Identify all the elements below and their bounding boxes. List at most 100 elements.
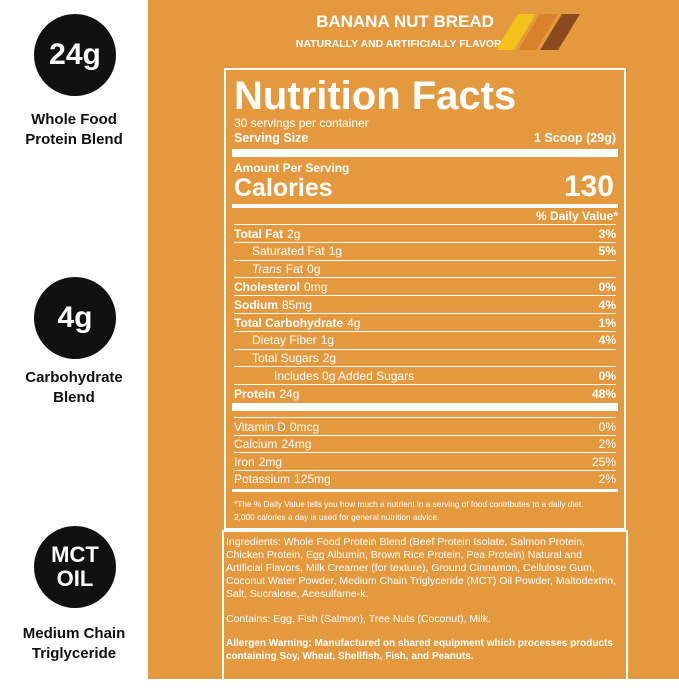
servings: 30 servings per container — [234, 116, 369, 130]
badge-label-line: Protein Blend — [25, 131, 123, 148]
nutrient-row: Potassium 125mg 2% — [234, 469, 616, 488]
nutrient: Includes 0g Added Sugars — [234, 369, 414, 383]
nutrient-amount: 125mg — [294, 472, 331, 486]
daily-value: 0% — [598, 279, 616, 294]
nutrient-amount: 2g — [287, 226, 301, 241]
nutrient-row: Total Carbohydrate 4g 1% — [234, 313, 616, 331]
badge-label-line: Triglyceride — [31, 645, 117, 662]
daily-value: 48% — [591, 386, 616, 401]
nutrient: Total Fat 2g — [234, 227, 300, 241]
badge: 4g — [34, 277, 116, 359]
nutrient: Potassium 125mg — [234, 472, 331, 486]
nutrient-amount: 0mcg — [289, 419, 320, 434]
nutrient: Trans Fat 0g — [234, 262, 321, 276]
nutrient-name: Trans — [252, 262, 282, 277]
serving-size: 1 Scoop (29g) — [534, 131, 616, 145]
rule — [232, 489, 618, 492]
serving-size-label: Serving Size — [234, 131, 309, 145]
dv-header: % Daily Value* — [535, 209, 618, 223]
badge: 24g — [34, 14, 116, 96]
nutrition-facts: Nutrition Facts 30 servings per containe… — [224, 68, 626, 530]
nutrient-amount: 1g — [328, 244, 343, 259]
nutrient-row: Vitamin D 0mcg 0% — [234, 417, 616, 435]
nutrient-name: Potassium — [234, 472, 291, 486]
badge-label: Whole Food Protein Blend — [0, 110, 148, 150]
nutrient: Sodium 85mg — [234, 298, 312, 312]
contains: Contains: Egg, Fish (Salmon), Tree Nuts … — [226, 613, 491, 625]
facts-title: Nutrition Facts — [234, 74, 517, 118]
badge-label-line: Whole Food — [31, 111, 117, 128]
nutrient-row: Iron 2mg 25% — [234, 452, 616, 470]
nutrient: Calcium 24mg — [234, 437, 311, 451]
daily-value: 4% — [598, 297, 616, 312]
flavor-note: NATURALLY AND ARTIFICIALLY FLAVORED — [295, 38, 517, 50]
badge-label-line: Carbohydrate — [25, 369, 123, 386]
nutrient-name: Cholesterol — [234, 279, 301, 294]
footnote-line: *The % Daily Value tells you how much a … — [234, 499, 584, 509]
badge-label-line: Blend — [53, 389, 95, 406]
nutrient-row: Cholesterol 0mg 0% — [234, 277, 616, 295]
daily-value: 3% — [598, 226, 616, 241]
nutrient-name: Protein — [234, 386, 276, 401]
daily-value: 0% — [598, 419, 616, 434]
allergen: Allergen Warning: Manufactured on shared… — [226, 638, 613, 662]
label-panel — [148, 0, 679, 679]
flavor: BANANA NUT BREAD — [316, 12, 494, 31]
nutrient-row: Includes 0g Added Sugars 0% — [234, 366, 616, 384]
nutrient-name: Vitamin D — [234, 419, 286, 434]
nutrient: Dietay Fiber 1g — [234, 333, 334, 347]
calories-label: Calories — [234, 174, 333, 202]
nutrient: Protein 24g — [234, 387, 299, 401]
rule — [232, 403, 618, 411]
nutrient-name: Total Sugars — [252, 351, 319, 366]
nutrient-name: Saturated Fat — [252, 244, 325, 259]
footnote-line: 2,000 calories a day is used for general… — [234, 512, 440, 522]
badge-label: Carbohydrate Blend — [0, 368, 148, 408]
nutrient-name: Calcium — [234, 437, 278, 451]
daily-value: 0% — [598, 368, 616, 383]
nutrient: Total Sugars 2g — [234, 351, 336, 365]
nutrient-row: Sodium 85mg 4% — [234, 295, 616, 313]
nutrient-name: Includes 0g Added Sugars — [274, 368, 415, 383]
ingredients: Ingredients: Whole Food Protein Blend (B… — [226, 536, 616, 600]
nutrient: Cholesterol 0mg — [234, 280, 327, 294]
badge-label: Medium Chain Triglyceride — [0, 624, 148, 664]
nutrient-amount: 2g — [322, 351, 337, 366]
nutrient-row: Saturated Fat 1g 5% — [234, 241, 616, 260]
nutrient: Saturated Fat 1g — [234, 244, 342, 258]
nutrient-name: Sodium — [234, 297, 278, 312]
badge-value: MCT — [51, 542, 99, 567]
daily-value: 1% — [598, 315, 616, 330]
nutrient: Vitamin D 0mcg — [234, 420, 319, 434]
nutrient-name: Fat — [285, 262, 304, 277]
nutrient-amount: 0mg — [304, 279, 328, 294]
nutrient-row: Protein 24g 48% — [234, 384, 616, 402]
nutrient-amount: 4g — [347, 315, 361, 330]
daily-value: 4% — [598, 333, 616, 348]
nutrient-name: Dietay Fiber — [252, 333, 317, 348]
badge-value: 4g — [57, 301, 93, 334]
badge-value: OIL — [56, 566, 94, 591]
nutrient-row: Total Sugars 2g — [234, 348, 616, 367]
daily-value: 25% — [591, 454, 616, 469]
nutrient-amount: 2mg — [258, 454, 283, 469]
daily-value: 2% — [598, 472, 616, 486]
footnote: *The % Daily Value tells you how much a … — [234, 498, 583, 524]
daily-value: 2% — [598, 437, 616, 451]
nutrient-name: Total Carbohydrate — [234, 315, 344, 330]
nutrient: Iron 2mg — [234, 455, 282, 469]
nutrient-amount: 0g — [307, 262, 321, 277]
nutrient-amount: 1g — [320, 333, 335, 348]
badge-value: 24g — [49, 38, 101, 71]
nutrient-row: Total Fat 2g 3% — [234, 224, 616, 242]
badge: MCT OIL — [34, 526, 116, 608]
nutrient-name: Iron — [234, 454, 255, 469]
nutrient-row: Calcium 24mg 2% — [234, 434, 616, 453]
nutrient-amount: 85mg — [282, 297, 313, 312]
nutrient-amount: 24mg — [281, 437, 312, 451]
daily-value: 5% — [598, 244, 616, 259]
nutrient-row: Dietay Fiber 1g 4% — [234, 330, 616, 349]
rule — [232, 204, 618, 208]
nutrient-amount: 24g — [279, 386, 300, 401]
